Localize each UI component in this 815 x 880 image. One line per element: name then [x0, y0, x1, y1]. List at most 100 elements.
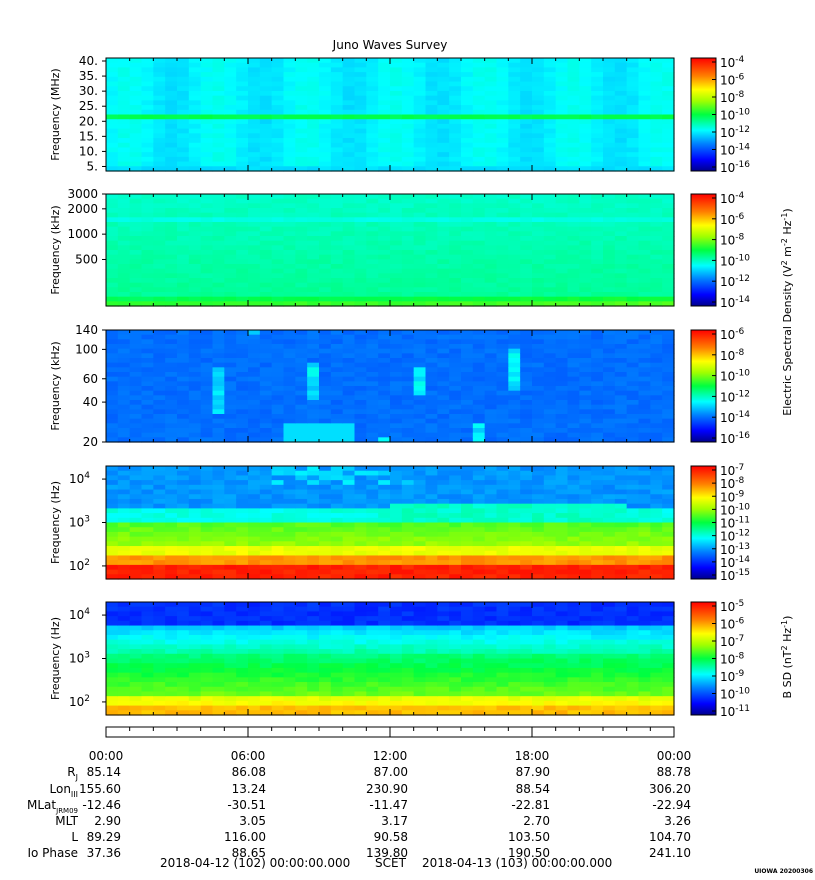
heatmap-cell [129, 194, 143, 200]
heatmap-cell [165, 498, 178, 505]
heatmap-cell [626, 231, 640, 237]
heatmap-cell [413, 212, 427, 218]
heatmap-cell [579, 58, 592, 64]
heatmap-cell [461, 109, 474, 116]
heatmap-cell [532, 508, 545, 514]
heatmap-cell [472, 203, 486, 209]
heatmap-cell [271, 231, 285, 237]
heatmap-cell [117, 503, 131, 509]
heatmap-cell [307, 362, 320, 368]
heatmap-cell [129, 282, 143, 288]
heatmap-cell [188, 86, 202, 92]
heatmap-cell [543, 508, 557, 514]
heatmap-cell [330, 400, 344, 406]
heatmap-cell [236, 62, 249, 69]
heatmap-cell [626, 358, 640, 364]
heatmap-cell [259, 404, 273, 410]
heatmap-cell [319, 105, 332, 111]
heatmap-cell [520, 278, 533, 284]
heatmap-cell [141, 564, 154, 571]
heatmap-cell [224, 395, 237, 401]
heatmap-cell [496, 569, 509, 575]
heatmap-cell [283, 208, 296, 214]
heatmap-cell [283, 296, 296, 302]
heatmap-cell [425, 484, 438, 491]
heatmap-cell [543, 245, 557, 251]
heatmap-cell [188, 564, 202, 571]
heatmap-cell [638, 414, 651, 420]
heatmap-cell [425, 489, 438, 495]
heatmap-cell [307, 390, 320, 396]
heatmap-cell [532, 142, 545, 149]
heatmap-cell [484, 560, 498, 566]
heatmap-cell [614, 348, 628, 354]
heatmap-cell [141, 630, 154, 636]
heatmap-cell [650, 527, 663, 533]
heatmap-cell [603, 381, 616, 387]
heatmap-cell [212, 86, 225, 92]
heatmap-cell [378, 480, 391, 486]
heatmap-cell [591, 226, 604, 232]
heatmap-cell [401, 527, 415, 533]
heatmap-cell [520, 231, 533, 237]
heatmap-cell [200, 95, 214, 101]
heatmap-cell [129, 353, 143, 359]
heatmap-cell [271, 466, 285, 472]
heatmap-cell [461, 386, 474, 392]
heatmap-cell [354, 198, 367, 204]
heatmap-cell [555, 494, 569, 500]
heatmap-cell [472, 367, 486, 373]
heatmap-cell [177, 254, 190, 260]
heatmap-cell [532, 513, 545, 519]
heatmap-cell [307, 119, 320, 125]
heatmap-cell [307, 72, 320, 78]
heatmap-cell [520, 114, 533, 120]
heatmap-cell [177, 503, 190, 509]
heatmap-cell [425, 90, 438, 97]
heatmap-cell [496, 217, 509, 223]
heatmap-cell [378, 156, 391, 163]
heatmap-cell [449, 72, 462, 78]
heatmap-cell [224, 362, 237, 368]
heatmap-cell [390, 517, 403, 524]
heatmap-cell [401, 508, 415, 514]
heatmap-cell [153, 264, 166, 270]
heatmap-cell [224, 105, 237, 111]
heatmap-cell [106, 536, 119, 542]
heatmap-cell [117, 555, 131, 561]
heatmap-cell [153, 574, 166, 580]
heatmap-cell [283, 503, 296, 509]
heatmap-cell [413, 541, 427, 547]
heatmap-cell [437, 475, 450, 481]
heatmap-cell [508, 273, 521, 279]
heatmap-cell [614, 564, 628, 571]
heatmap-cell [638, 203, 651, 209]
heatmap-cell [330, 358, 344, 364]
heatmap-cell [413, 67, 427, 73]
heatmap-cell [484, 527, 498, 533]
heatmap-cell [342, 147, 356, 153]
heatmap-cell [413, 390, 427, 396]
heatmap-cell [591, 245, 604, 251]
heatmap-cell [212, 292, 225, 298]
heatmap-cell [165, 428, 178, 434]
heatmap-cell [153, 550, 166, 557]
heatmap-cell [437, 400, 450, 406]
heatmap-cell [129, 339, 143, 345]
heatmap-cell [591, 58, 604, 64]
heatmap-cell [579, 344, 592, 350]
heatmap-cell [259, 100, 273, 106]
heatmap-cell [614, 133, 628, 139]
heatmap-cell [603, 560, 616, 566]
heatmap-cell [401, 517, 415, 524]
heatmap-cell [472, 428, 486, 434]
heatmap-cell [366, 344, 379, 350]
heatmap-cell [177, 152, 190, 158]
heatmap-cell [461, 550, 474, 557]
heatmap-cell [212, 208, 225, 214]
heatmap-cell [579, 119, 592, 125]
heatmap-cell [224, 414, 237, 420]
heatmap-cell [259, 569, 273, 575]
heatmap-cell [555, 287, 569, 293]
heatmap-cell [153, 268, 166, 274]
